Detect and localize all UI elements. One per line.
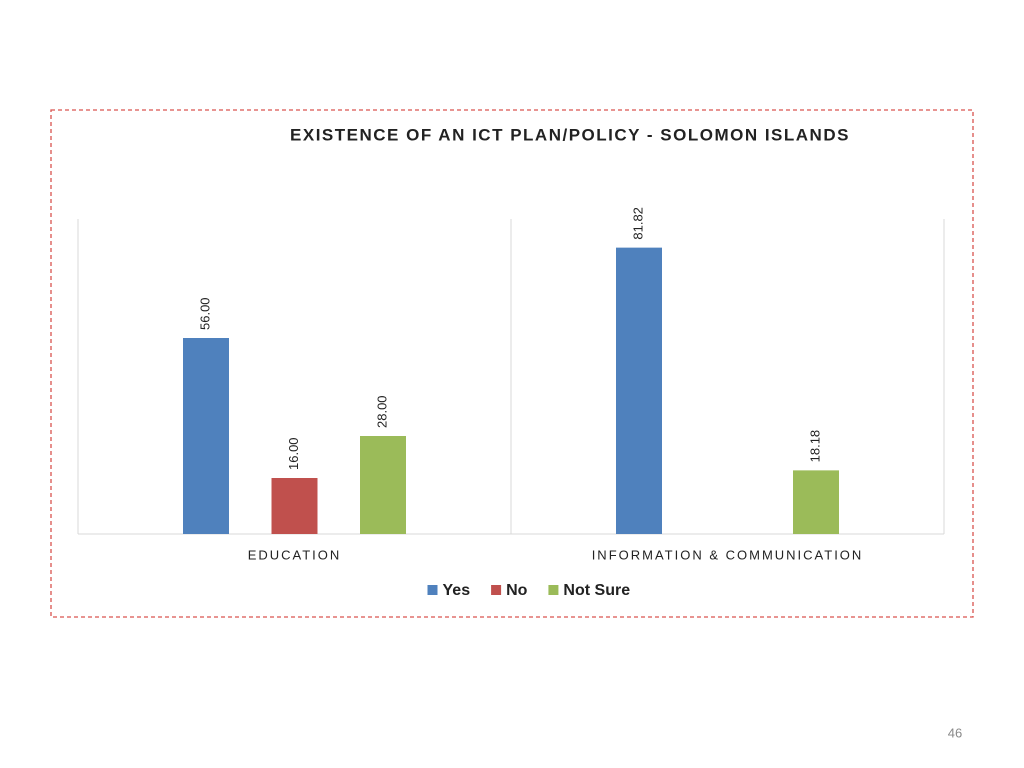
bar [271,478,318,534]
legend-swatch [548,585,559,595]
value-label: 18.18 [807,430,822,463]
chart-title: EXISTENCE OF AN ICT PLAN/POLICY - SOLOMO… [290,125,850,144]
legend-label: Not Sure [563,582,630,599]
bar [183,338,229,534]
bar [360,436,406,534]
x-tick-label: EDUCATION [248,547,342,562]
chart-frame [50,109,974,618]
legend-label: Yes [443,582,471,599]
page-number: 46 [948,725,962,740]
x-tick-label: INFORMATION & COMMUNICATION [592,547,864,562]
value-label: 81.82 [630,207,645,240]
value-label: 16.00 [286,437,301,470]
value-label: 28.00 [374,395,389,428]
legend-swatch [427,585,438,595]
value-label: 56.00 [197,297,212,330]
bar [616,247,662,534]
legend-swatch [491,585,502,595]
legend-label: No [506,582,528,599]
bar [793,470,839,534]
